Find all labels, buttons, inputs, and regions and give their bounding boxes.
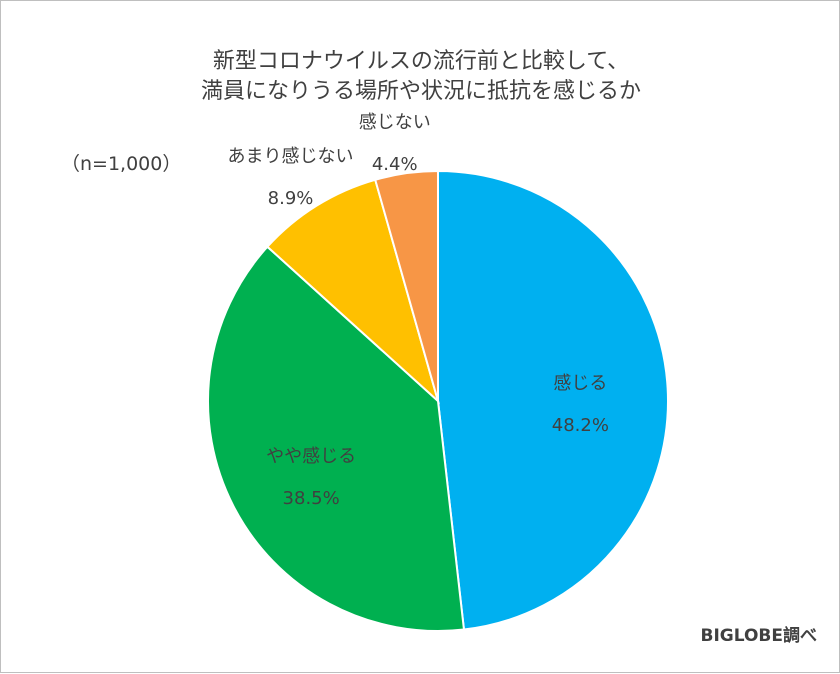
- slice-value-4: 4.4%: [372, 154, 418, 175]
- pie-slice-4: [373, 169, 439, 402]
- pie-slice-3: [265, 178, 440, 405]
- slice-label-3: あまり感じない: [228, 146, 354, 167]
- chart-title-line-1: 新型コロナウイルスの流行前と比較して、: [212, 49, 630, 74]
- sample-size-note: （n=1,000）: [61, 153, 182, 175]
- pie-slice-2: [207, 245, 466, 632]
- pie-slice-1: [437, 169, 670, 631]
- slice-label-4: 感じない: [359, 112, 431, 133]
- slice-value-1: 48.2%: [552, 415, 609, 436]
- slice-value-2: 38.5%: [283, 488, 340, 509]
- source-credit: BIGLOBE調べ: [700, 626, 818, 646]
- slice-label-1: 感じる: [553, 373, 607, 394]
- slice-value-3: 8.9%: [268, 188, 314, 209]
- chart-title-line-2: 満員になりうる場所や状況に抵抗を感じるか: [200, 79, 641, 104]
- slice-label-2: やや感じる: [266, 446, 356, 467]
